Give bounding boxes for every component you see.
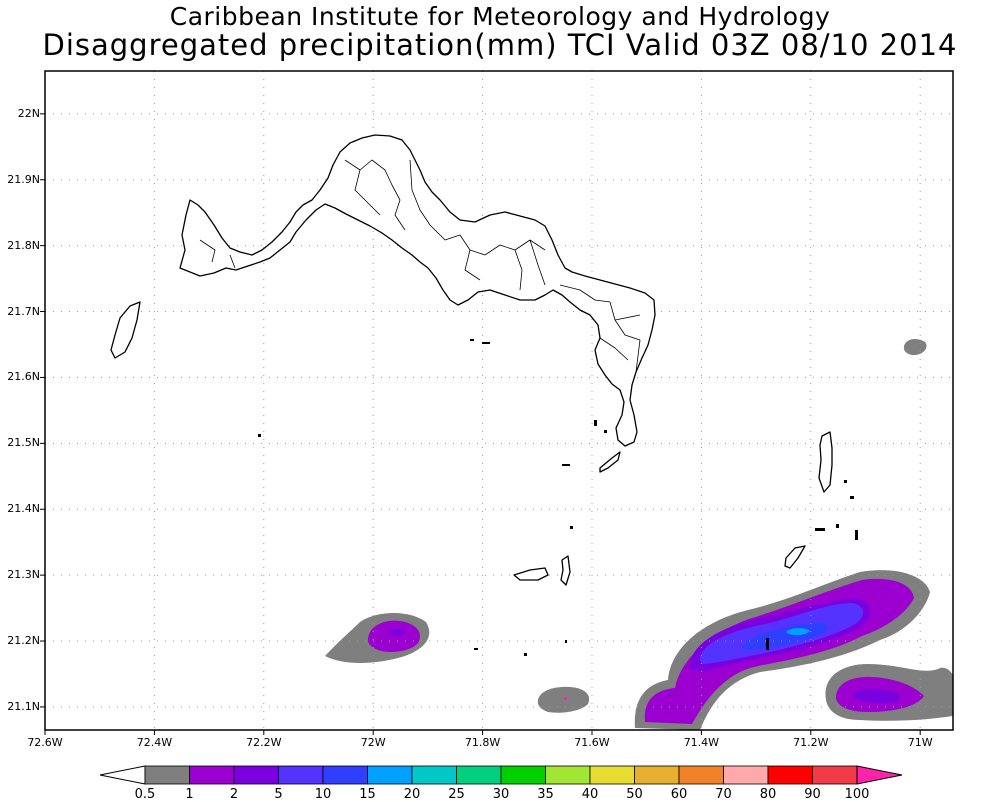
lon-tick-label: 72.6W <box>27 736 63 749</box>
lat-tick-label: 21.1N <box>7 699 40 713</box>
lon-tick-label: 72W <box>360 736 386 749</box>
colorbar-level-label: 10 <box>314 787 332 802</box>
colorbar-swatch <box>144 765 190 785</box>
west-caicos-outline <box>110 301 141 359</box>
islets <box>258 339 858 656</box>
lon-tick-label: 71.2W <box>793 736 829 749</box>
colorbar-swatch <box>189 765 235 785</box>
colorbar-swatch <box>678 765 724 785</box>
grand-turk-outline <box>818 431 833 493</box>
axis-ticks <box>40 113 921 735</box>
lat-tick-label: 21.7N <box>7 304 40 318</box>
colorbar-swatch <box>500 765 546 785</box>
lon-tick-label: 71.6W <box>574 736 610 749</box>
colorbar-swatch <box>411 765 457 785</box>
colorbar-level-label: 15 <box>359 787 376 802</box>
colorbar-level-label: 20 <box>403 787 421 802</box>
rain-area-100mm-point <box>564 697 567 700</box>
colorbar-level-label: 40 <box>581 787 599 802</box>
lat-tick-label: 21.6N <box>7 370 40 384</box>
colorbar-swatch <box>634 765 680 785</box>
colorbar-level-label: 70 <box>715 787 732 802</box>
lat-tick-label: 21.5N <box>7 436 40 450</box>
colorbar-upper-arrow <box>856 765 903 785</box>
lat-tick-label: 21.8N <box>7 238 40 252</box>
colorbar-level-label: 25 <box>448 787 465 802</box>
rain-area-1mm-south <box>537 686 590 713</box>
colorbar-swatch <box>322 765 368 785</box>
colorbar-swatch <box>723 765 769 785</box>
colorbar-level-label: 80 <box>759 787 777 802</box>
chart-title-line-2: Disaggregated precipitation(mm) TCI Vali… <box>42 28 958 62</box>
coastlines <box>110 134 833 586</box>
lat-tick-label: 21.2N <box>7 634 40 648</box>
colorbar-level-label: 2 <box>229 787 239 802</box>
district-lines <box>199 159 641 373</box>
chart-title-line-1: Caribbean Institute for Meteorology and … <box>169 2 831 31</box>
lat-tick-label: 21.3N <box>7 568 40 582</box>
small-cay-outline <box>560 555 571 586</box>
colorbar-level-label: 35 <box>537 787 554 802</box>
lat-tick-label: 21.4N <box>7 502 40 516</box>
colorbar-level-label: 90 <box>804 787 821 802</box>
colorbar-swatch <box>545 765 591 785</box>
east-caicos-strip <box>599 451 621 473</box>
rain-area-5mm-southeast <box>852 689 901 704</box>
colorbar-swatch <box>589 765 635 785</box>
salt-cay-outline <box>784 545 806 569</box>
lat-tick-label: 22N <box>17 106 40 120</box>
colorbar-swatch <box>233 765 279 785</box>
ambergris-cays-outline <box>513 567 549 581</box>
rain-area-20mm <box>786 628 810 636</box>
lat-tick-label: 21.9N <box>7 172 40 186</box>
rain-area-5mm-southwest <box>388 629 406 636</box>
caicos-islands-outline <box>179 134 656 447</box>
lon-tick-label: 71.4W <box>683 736 720 749</box>
colorbar-lower-arrow <box>99 765 146 785</box>
lon-tick-label: 71W <box>907 736 933 749</box>
colorbar-swatch <box>278 765 324 785</box>
colorbar-level-label: 60 <box>670 787 688 802</box>
colorbar-level-label: 30 <box>492 787 510 802</box>
colorbar-level-label: 0.5 <box>134 787 156 802</box>
colorbar-swatch <box>812 765 858 785</box>
plot-frame <box>44 70 954 731</box>
rain-area-2mm-southwest <box>368 620 420 652</box>
colorbar-level-label: 50 <box>626 787 643 802</box>
lon-tick-label: 71.8W <box>464 736 501 749</box>
precipitation-field <box>325 338 953 730</box>
lon-tick-label: 72.4W <box>136 736 173 749</box>
colorbar <box>99 765 903 785</box>
colorbar-swatch <box>367 765 413 785</box>
colorbar-level-label: 1 <box>185 787 194 802</box>
colorbar-level-label: 5 <box>274 787 283 802</box>
colorbar-level-label: 100 <box>844 787 870 802</box>
colorbar-swatch <box>767 765 813 785</box>
colorbar-swatch <box>456 765 502 785</box>
rain-area-1mm-northeast <box>903 338 927 356</box>
lon-tick-label: 72.2W <box>246 736 282 749</box>
